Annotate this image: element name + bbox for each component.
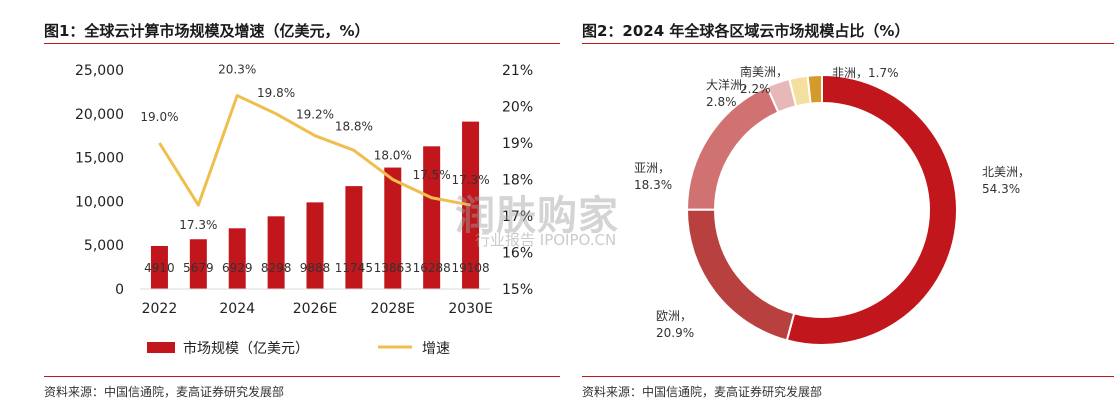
bar [345, 186, 363, 289]
bar-value-label: 5679 [183, 261, 214, 275]
bar-value-label: 8298 [261, 261, 292, 275]
line-value-label: 20.3% [218, 63, 256, 77]
chart-title-left: 图1：全球云计算市场规模及增速（亿美元，%） [44, 22, 370, 40]
slice-label: 北美洲， [982, 165, 1030, 179]
legend-swatch-bar [147, 342, 175, 353]
bar [423, 146, 441, 289]
donut-slice [806, 73, 823, 105]
y-left-tick-label: 10,000 [75, 194, 124, 210]
y-right-tick-label: 21% [502, 63, 533, 79]
title-rule-right [582, 43, 1114, 44]
source-rule-left [44, 376, 560, 377]
y-right-tick-label: 17% [502, 209, 533, 225]
bar [462, 121, 480, 289]
y-left-tick-label: 0 [115, 282, 124, 298]
slice-value-label: 2.2% [740, 82, 771, 96]
bar [150, 245, 168, 289]
slice-value-label: 2.8% [706, 95, 737, 109]
line-value-label: 17.3% [451, 173, 489, 187]
source-note-right: 资料来源：中国信通院，麦高证券研究发展部 [582, 385, 823, 399]
title-rule-left [44, 43, 560, 44]
bar-value-label: 9888 [300, 261, 331, 275]
legend-label-line: 增速 [422, 341, 450, 357]
bar-value-label: 11745 [335, 261, 373, 275]
slice-label: 欧洲， [656, 309, 692, 323]
y-left-tick-label: 25,000 [75, 63, 124, 79]
bar-value-label: 13863 [374, 261, 412, 275]
line-value-label: 18.8% [335, 119, 373, 133]
source-note-left: 资料来源：中国信通院，麦高证券研究发展部 [44, 385, 285, 399]
slice-label: 大洋洲， [706, 77, 754, 92]
line-value-label: 19.0% [140, 110, 178, 124]
bar-value-label: 19108 [451, 261, 489, 275]
line-value-label: 19.8% [257, 86, 295, 100]
y-right-tick-label: 19% [502, 136, 533, 152]
donut-slice [686, 208, 796, 342]
donut-chart: 北美洲， 54.3% 欧洲， 20.9% 亚洲， 18.3% 大洋洲， 2.8% 南美洲， 2.2… [634, 64, 1030, 346]
chart-title-right: 图2：2024 年全球各区域云市场规模占比（%） [582, 22, 910, 40]
slice-value-label: 20.9% [656, 326, 694, 340]
x-tick-label: 2022 [142, 301, 178, 317]
legend-label-bar: 市场规模（亿美元） [183, 340, 309, 357]
bar [384, 167, 402, 289]
x-tick-label: 2030E [448, 301, 492, 317]
bar [228, 228, 246, 289]
x-tick-label: 2024 [219, 301, 255, 317]
source-rule-right [582, 376, 1114, 377]
right-panel: 图2：2024 年全球各区域云市场规模占比（%） 北美洲， 54.3% 欧洲， 20.… [572, 0, 1114, 415]
growth-line [158, 94, 471, 207]
bar-value-label: 6929 [222, 261, 253, 275]
y-left-tick-label: 5,000 [84, 238, 124, 254]
line-value-label: 17.5% [413, 168, 451, 182]
y-right-tick-label: 20% [502, 100, 533, 116]
y-right-tick-label: 16% [502, 246, 533, 262]
line-value-label: 19.2% [296, 108, 334, 122]
bar [189, 239, 207, 289]
slice-value-label: 18.3% [634, 178, 672, 192]
bar [306, 202, 324, 289]
x-tick-label: 2026E [293, 301, 337, 317]
donut-slice [785, 73, 958, 346]
bar-value-label: 16288 [413, 261, 451, 275]
slice-label: 非洲，1.7% [832, 66, 899, 80]
left-panel: 图1：全球云计算市场规模及增速（亿美元，%） 0 5,000 10,000 15,00… [44, 22, 560, 399]
slice-label: 南美洲， [740, 64, 788, 79]
x-tick-label: 2028E [371, 301, 415, 317]
y-right-tick-label: 15% [502, 282, 533, 298]
y-right-tick-label: 18% [502, 173, 533, 189]
line-value-label: 18.0% [374, 149, 412, 163]
y-left-tick-label: 15,000 [75, 151, 124, 167]
bar-line-chart: 0 5,000 10,000 15,000 20,000 25,000 15% 16% 17% 1… [75, 63, 533, 357]
slice-value-label: 54.3% [982, 182, 1020, 196]
line-value-label: 17.3% [179, 218, 217, 232]
y-left-tick-label: 20,000 [75, 107, 124, 123]
bar-value-label: 4910 [144, 261, 175, 275]
slice-label: 亚洲， [634, 161, 670, 175]
bar [267, 216, 285, 289]
